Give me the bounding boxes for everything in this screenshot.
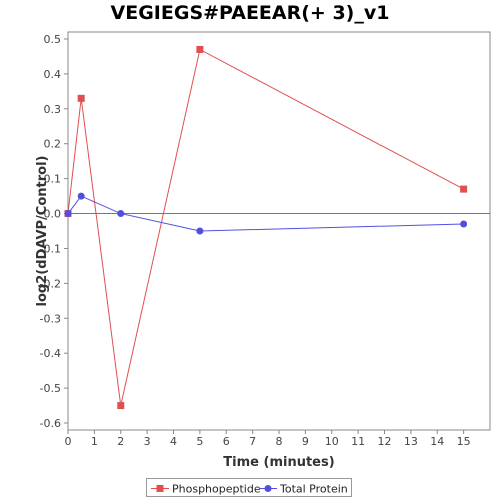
legend-marker-1 xyxy=(156,485,164,492)
legend-label-1: Phosphopeptide xyxy=(172,483,261,496)
x-tick-label: 4 xyxy=(170,435,177,448)
y-tick-label: -0.4 xyxy=(40,347,61,360)
plot-area xyxy=(67,31,491,431)
x-tick-label: 11 xyxy=(351,435,365,448)
data-point xyxy=(196,45,204,53)
data-point xyxy=(196,227,204,235)
x-tick-label: 9 xyxy=(302,435,309,448)
data-point xyxy=(460,220,468,228)
chart-title: VEGIEGS#PAEEAR(+ 3)_v1 xyxy=(110,2,390,24)
legend-label-2: Total Protein xyxy=(279,483,348,496)
y-tick-label: -0.6 xyxy=(40,417,61,430)
data-point xyxy=(64,210,72,218)
x-tick-label: 13 xyxy=(404,435,418,448)
data-point xyxy=(117,402,125,410)
x-tick-label: 6 xyxy=(223,435,230,448)
x-tick-label: 3 xyxy=(144,435,151,448)
legend-marker-2 xyxy=(264,485,272,492)
x-tick-label: 12 xyxy=(378,435,392,448)
x-tick-label: 14 xyxy=(430,435,444,448)
legend: Phosphopeptide Total Protein xyxy=(146,478,352,497)
x-axis-title: Time (minutes) xyxy=(223,455,334,470)
legend-svg: Phosphopeptide Total Protein xyxy=(151,483,348,496)
y-tick-label: -0.1 xyxy=(40,242,61,255)
y-tick-label: 0.3 xyxy=(44,103,62,116)
y-tick-label: 0.0 xyxy=(44,208,62,221)
x-tick-label: 2 xyxy=(117,435,124,448)
y-tick-label: 0.1 xyxy=(44,173,62,186)
y-axis-title: log2(dDAVP/Control) xyxy=(35,156,50,307)
y-tick-label: 0.2 xyxy=(44,138,62,151)
x-tick-label: 8 xyxy=(276,435,283,448)
x-tick-label: 7 xyxy=(249,435,256,448)
data-point xyxy=(77,94,85,102)
y-tick-label: 0.5 xyxy=(44,33,62,46)
y-tick-label: -0.2 xyxy=(40,277,61,290)
data-point xyxy=(77,192,85,200)
x-tick-label: 15 xyxy=(457,435,471,448)
y-tick-label: -0.5 xyxy=(40,382,61,395)
x-tick-label: 1 xyxy=(91,435,98,448)
x-tick-label: 5 xyxy=(196,435,203,448)
x-tick-label: 0 xyxy=(65,435,72,448)
data-point xyxy=(117,210,125,218)
x-tick-label: 10 xyxy=(325,435,339,448)
data-point xyxy=(460,185,468,193)
y-tick-label: 0.4 xyxy=(44,68,62,81)
y-tick-label: -0.3 xyxy=(40,312,61,325)
